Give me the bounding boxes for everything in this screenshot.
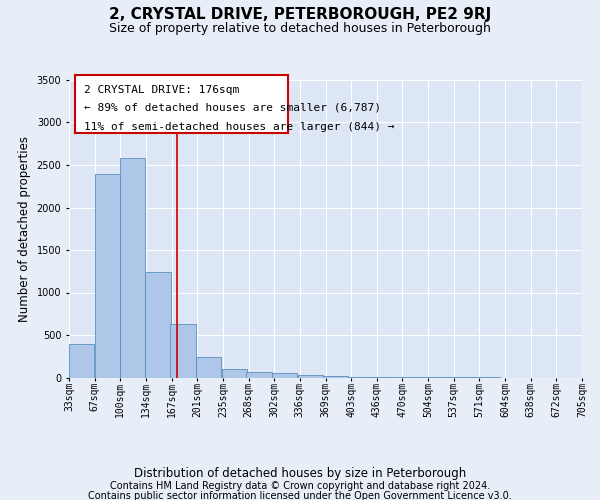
Bar	[349, 376, 374, 378]
Bar	[69, 344, 94, 378]
Text: Size of property relative to detached houses in Peterborough: Size of property relative to detached ho…	[109, 22, 491, 35]
Bar	[145, 272, 170, 378]
Bar	[247, 372, 272, 378]
Text: ← 89% of detached houses are smaller (6,787): ← 89% of detached houses are smaller (6,…	[83, 102, 380, 113]
Bar	[95, 174, 120, 378]
Text: Contains HM Land Registry data © Crown copyright and database right 2024.: Contains HM Land Registry data © Crown c…	[110, 481, 490, 491]
Bar	[120, 158, 145, 378]
Text: Distribution of detached houses by size in Peterborough: Distribution of detached houses by size …	[134, 468, 466, 480]
Text: 11% of semi-detached houses are larger (844) →: 11% of semi-detached houses are larger (…	[83, 122, 394, 132]
Text: 2, CRYSTAL DRIVE, PETERBOROUGH, PE2 9RJ: 2, CRYSTAL DRIVE, PETERBOROUGH, PE2 9RJ	[109, 8, 491, 22]
Bar	[298, 375, 323, 378]
Text: Contains public sector information licensed under the Open Government Licence v3: Contains public sector information licen…	[88, 491, 512, 500]
Text: 2 CRYSTAL DRIVE: 176sqm: 2 CRYSTAL DRIVE: 176sqm	[83, 86, 239, 96]
Bar	[323, 376, 348, 378]
Bar	[170, 324, 196, 378]
Y-axis label: Number of detached properties: Number of detached properties	[18, 136, 31, 322]
Bar	[272, 373, 298, 378]
Bar	[221, 369, 247, 378]
Bar	[196, 357, 221, 378]
